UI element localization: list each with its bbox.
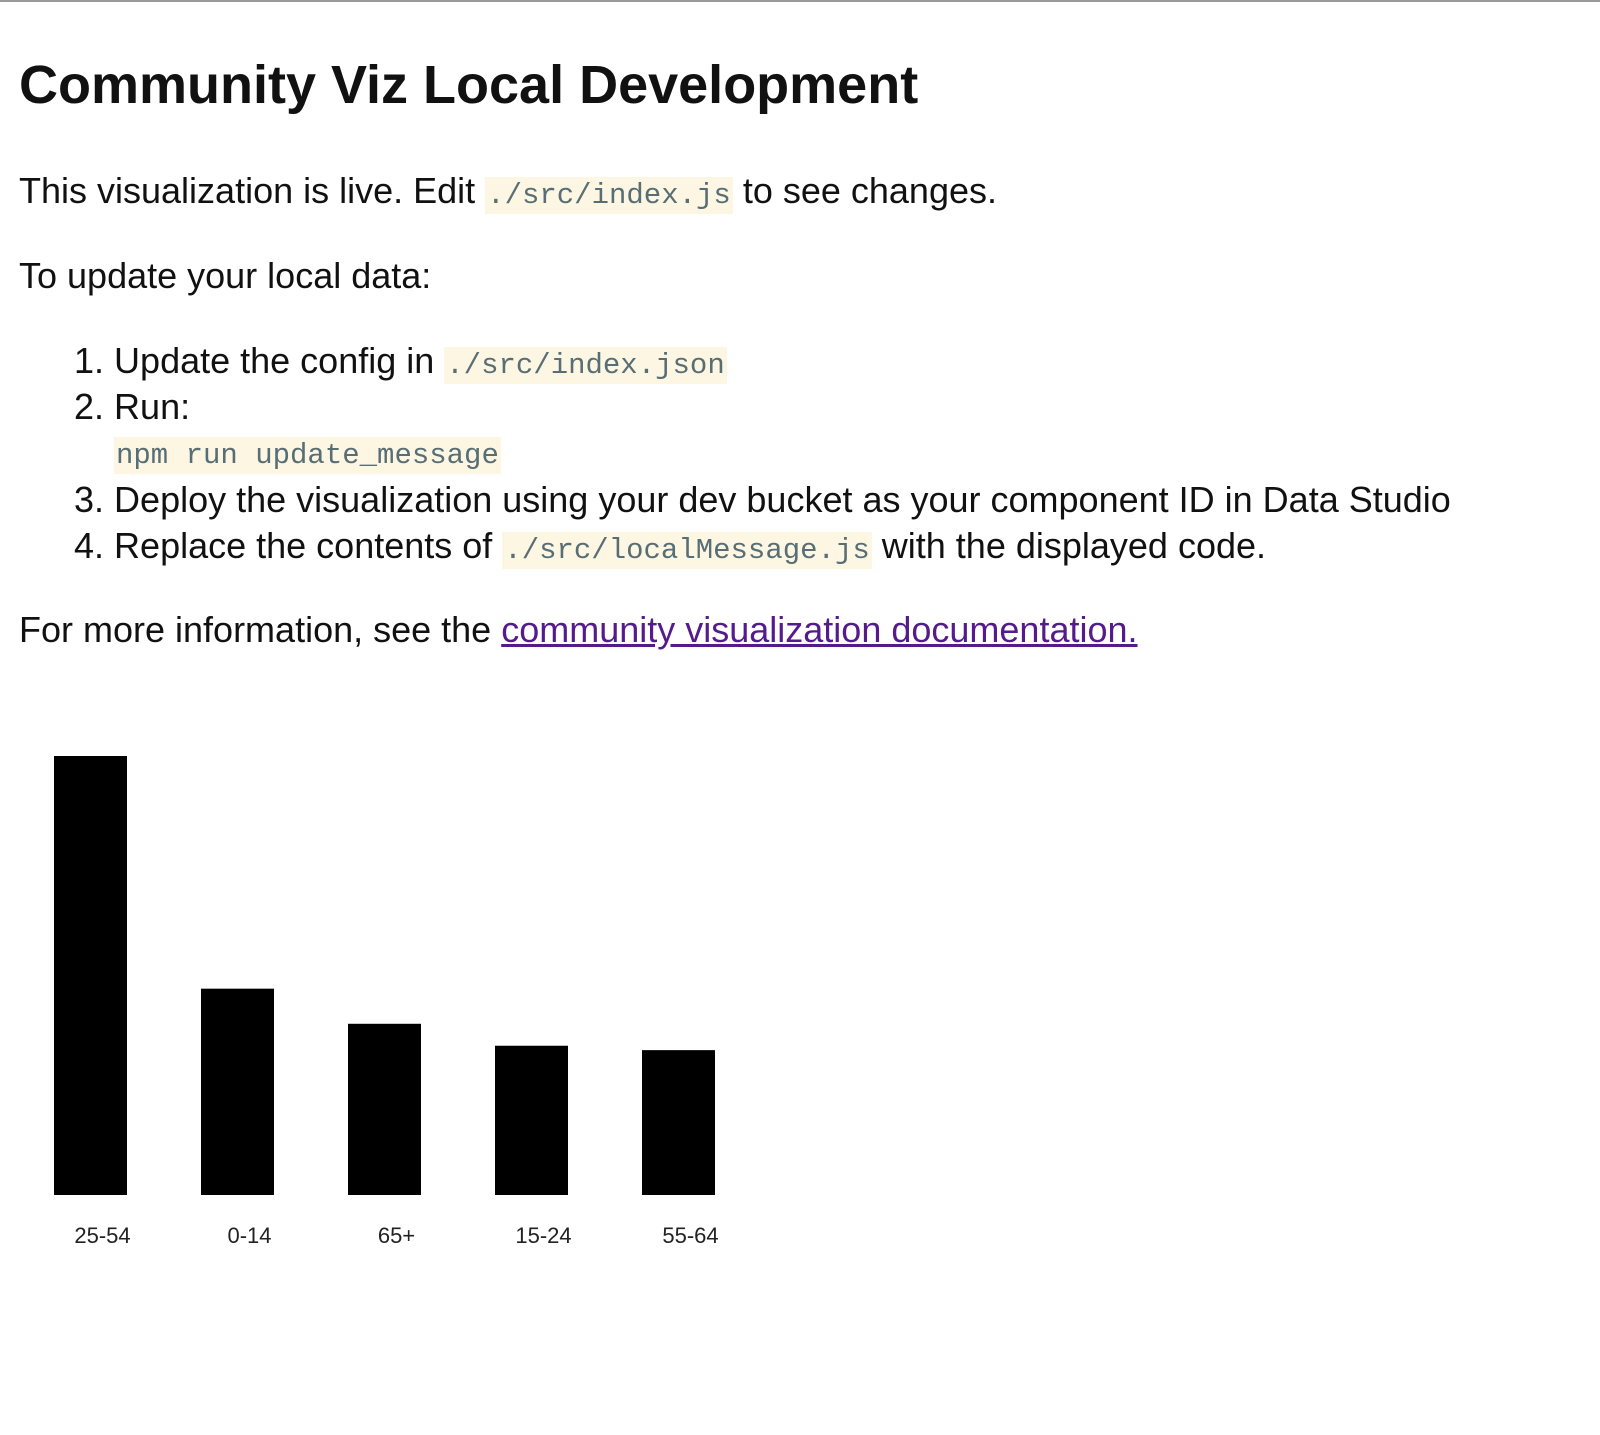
step-number: 3.: [74, 479, 105, 520]
step-text-after: with the displayed code.: [871, 525, 1267, 566]
bar-55-64: [642, 1050, 715, 1195]
step-text: Deploy the visualization using your dev …: [114, 479, 1451, 520]
bar-0-14: [201, 988, 274, 1195]
bar-15-24: [495, 1045, 568, 1195]
intro-paragraph: This visualization is live. Edit ./src/i…: [19, 170, 997, 214]
code-index-js: ./src/index.js: [485, 177, 733, 214]
intro-text-after: to see changes.: [732, 170, 997, 211]
step-2: 2. Run:: [74, 386, 190, 428]
x-tick-label: 15-24: [515, 1223, 571, 1248]
step-1: 1. Update the config in ./src/index.json: [74, 340, 727, 384]
step-text: Run:: [114, 386, 191, 427]
more-info-text: For more information, see the: [19, 609, 502, 650]
code-index-json: ./src/index.json: [444, 347, 727, 384]
step-2-command: npm run update_message: [114, 437, 501, 474]
bar-chart: 25-54 0-14 65+ 15-24 55-64: [54, 756, 719, 1248]
bar-25-54: [54, 756, 127, 1195]
intro-text: This visualization is live. Edit: [19, 170, 486, 211]
x-tick-label: 0-14: [227, 1223, 271, 1248]
page-title: Community Viz Local Development: [19, 55, 919, 115]
step-3: 3. Deploy the visualization using your d…: [74, 479, 1451, 521]
x-tick-label: 55-64: [662, 1223, 718, 1248]
step-4: 4. Replace the contents of ./src/localMe…: [74, 525, 1267, 569]
update-heading: To update your local data:: [19, 255, 432, 296]
step-number: 2.: [74, 386, 105, 427]
step-number: 1.: [74, 340, 105, 381]
code-localmessage-js: ./src/localMessage.js: [502, 532, 872, 569]
x-tick-label: 65+: [378, 1223, 415, 1248]
code-npm-command: npm run update_message: [114, 437, 501, 474]
step-text: Update the config in: [114, 340, 445, 381]
step-text: Replace the contents of: [114, 525, 503, 566]
documentation-link[interactable]: community visualization documentation.: [501, 609, 1138, 650]
step-number: 4.: [74, 525, 105, 566]
more-info-paragraph: For more information, see the community …: [19, 609, 1138, 651]
x-tick-label: 25-54: [74, 1223, 130, 1248]
bar-65+: [348, 1023, 421, 1195]
